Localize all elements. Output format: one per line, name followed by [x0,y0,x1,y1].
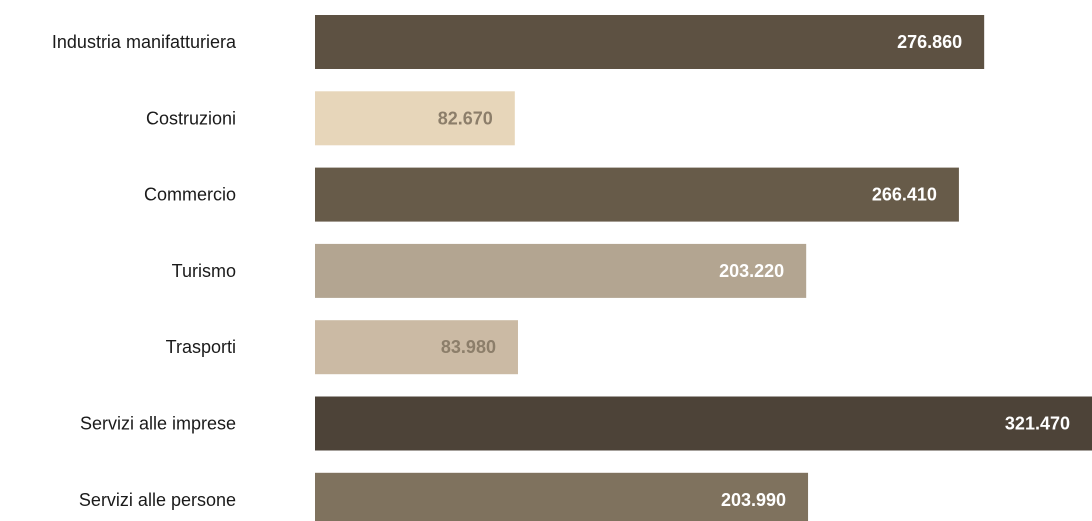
value-label-costruzioni: 82.670 [438,108,493,128]
bars [315,15,1092,521]
category-label-turismo: Turismo [172,261,236,281]
bar-costruzioni [315,91,515,146]
value-label-industria-manifatturiera: 276.860 [897,32,962,52]
bar-trasporti [315,320,518,375]
value-label-servizi-alle-imprese: 321.470 [1005,414,1070,434]
value-label-turismo: 203.220 [719,261,784,281]
category-label-servizi-alle-imprese: Servizi alle imprese [80,414,236,434]
category-label-commercio: Commercio [144,185,236,205]
bar-servizi-alle-imprese [315,396,1092,451]
bar-industria-manifatturiera [315,15,985,69]
value-labels: 276.860 82.670 266.410 203.220 83.980 321.470… [438,32,1070,510]
category-label-industria-manifatturiera: Industria manifatturiera [52,32,237,52]
value-label-trasporti: 83.980 [441,337,496,357]
bar-servizi-alle-persone [315,472,809,521]
category-label-servizi-alle-persone: Servizi alle persone [79,490,236,510]
category-label-trasporti: Trasporti [166,337,236,357]
bar-turismo [315,243,807,298]
value-label-servizi-alle-persone: 203.990 [721,490,786,510]
category-label-costruzioni: Costruzioni [146,108,236,128]
bar-commercio [315,167,959,222]
category-labels: Industria manifatturiera Costruzioni Comme… [52,32,237,510]
value-label-commercio: 266.410 [872,185,937,205]
